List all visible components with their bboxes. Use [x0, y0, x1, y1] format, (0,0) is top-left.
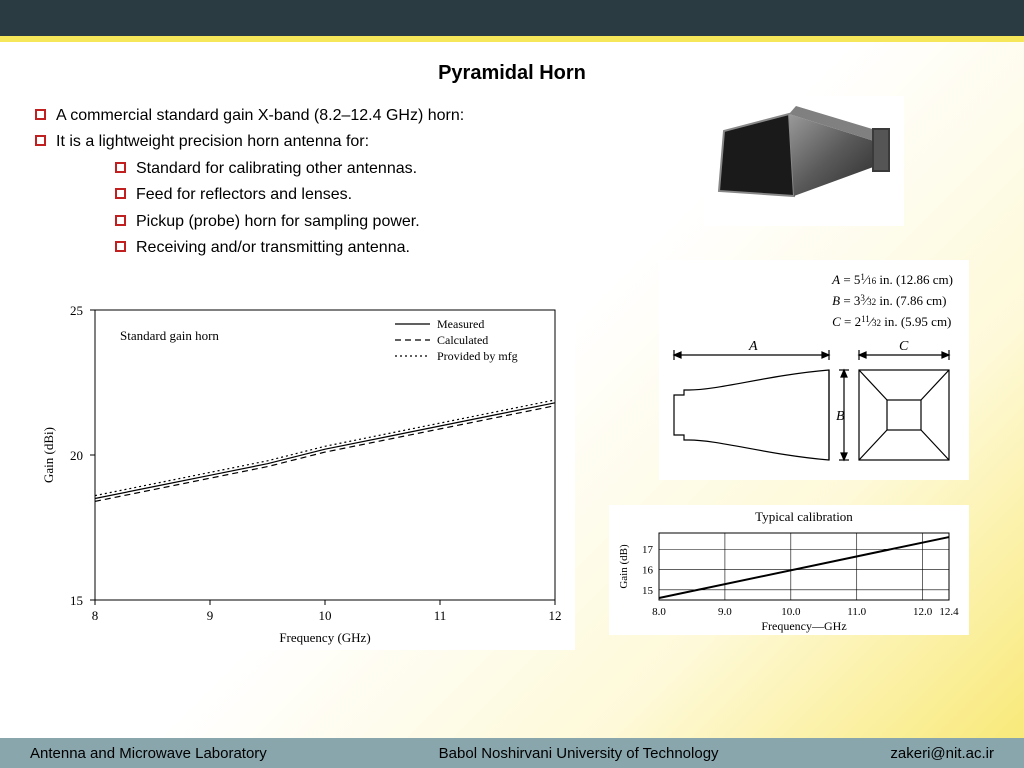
dimensions-diagram: A = 51⁄16 in. (12.86 cm) B = 33⁄32 in. (…: [659, 260, 969, 480]
footer-right: zakeri@nit.ac.ir: [890, 745, 994, 762]
label-C: C: [899, 339, 909, 354]
dim-A: A = 51⁄16 in. (12.86 cm): [832, 270, 953, 291]
svg-text:8.0: 8.0: [652, 606, 666, 618]
svg-text:Frequency (GHz): Frequency (GHz): [279, 630, 370, 645]
svg-text:20: 20: [70, 448, 83, 463]
svg-text:Measured: Measured: [437, 317, 484, 331]
svg-text:10: 10: [319, 608, 332, 623]
label-B: B: [836, 409, 845, 424]
svg-text:12: 12: [549, 608, 562, 623]
svg-text:Gain (dBi): Gain (dBi): [41, 427, 56, 483]
svg-text:12.0: 12.0: [913, 606, 933, 618]
footer-bar: Antenna and Microwave Laboratory Babol N…: [0, 738, 1024, 768]
bullet-text: A commercial standard gain X-band (8.2–1…: [56, 103, 464, 129]
svg-text:Calculated: Calculated: [437, 333, 488, 347]
calibration-chart: Typical calibration 15 16 17 8.0 9.0 10.0 11.0 1…: [609, 505, 969, 635]
dim-C: C = 211⁄32 in. (5.95 cm): [832, 312, 953, 333]
svg-text:12.4: 12.4: [939, 606, 959, 618]
footer-left: Antenna and Microwave Laboratory: [30, 745, 267, 762]
bullet-icon: [35, 109, 46, 120]
svg-text:Provided by mfg: Provided by mfg: [437, 349, 518, 363]
svg-text:Gain (dB): Gain (dB): [618, 544, 630, 589]
bullet-text: It is a lightweight precision horn anten…: [56, 129, 369, 155]
svg-text:9.0: 9.0: [718, 606, 732, 618]
svg-text:8: 8: [92, 608, 99, 623]
bullet-icon: [115, 215, 126, 226]
svg-text:11.0: 11.0: [847, 606, 866, 618]
bullet-icon: [115, 162, 126, 173]
svg-text:11: 11: [434, 608, 447, 623]
svg-text:Standard gain horn: Standard gain horn: [120, 328, 219, 343]
bullet-text: Pickup (probe) horn for sampling power.: [136, 209, 420, 235]
label-A: A: [748, 339, 758, 354]
accent-strip: [0, 36, 1024, 42]
bullet-text: Feed for reflectors and lenses.: [136, 182, 352, 208]
bullet-icon: [115, 188, 126, 199]
footer-center: Babol Noshirvani University of Technolog…: [439, 745, 719, 762]
bullet-icon: [35, 135, 46, 146]
bullet-text: Standard for calibrating other antennas.: [136, 156, 417, 182]
svg-text:17: 17: [642, 544, 654, 556]
svg-text:10.0: 10.0: [781, 606, 801, 618]
svg-text:16: 16: [642, 565, 654, 577]
main-gain-chart: 8 9 10 11 12 15 20 25 Frequency (GHz) Gain (dBi) S…: [35, 290, 575, 650]
svg-text:15: 15: [70, 593, 83, 608]
dim-B: B = 33⁄32 in. (7.86 cm): [832, 291, 953, 312]
page-title: Pyramidal Horn: [0, 62, 1024, 85]
bullet-text: Receiving and/or transmitting antenna.: [136, 235, 410, 261]
svg-text:9: 9: [207, 608, 214, 623]
svg-text:Frequency—GHz: Frequency—GHz: [761, 619, 846, 633]
bullet-icon: [115, 241, 126, 252]
header-bar: [0, 0, 1024, 36]
svg-text:15: 15: [642, 585, 654, 597]
svg-text:25: 25: [70, 303, 83, 318]
horn-photo: [704, 96, 904, 226]
svg-text:Typical calibration: Typical calibration: [755, 509, 853, 524]
